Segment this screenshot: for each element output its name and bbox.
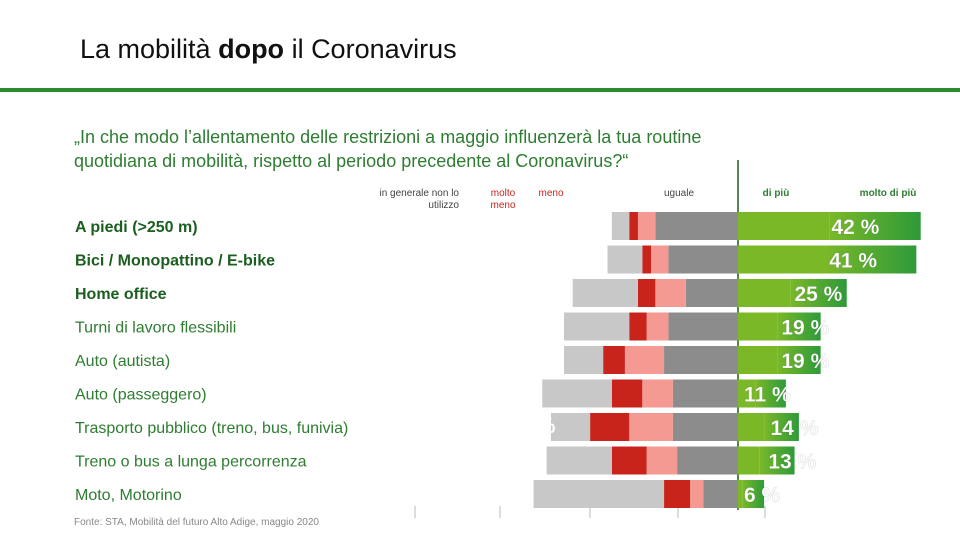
bar-molto_di_piu-4	[777, 346, 821, 374]
bar-meno-7	[646, 446, 678, 475]
legend-label-molto_meno-0: molto	[491, 188, 516, 199]
data-label-5: 11 %	[744, 384, 791, 407]
data-label-1: 41 %	[829, 250, 877, 273]
bar-di_piu-5	[738, 379, 756, 408]
bar-non_utilizzo-4	[564, 346, 604, 374]
bar-molto_di_piu-1	[825, 245, 917, 274]
category-label-2: Home office	[75, 286, 167, 303]
question-line-2: quotidiana di mobilità, rispetto al peri…	[74, 151, 629, 171]
data-label-3: 19 %	[781, 317, 829, 340]
data-label-6: 14 %	[771, 417, 819, 440]
bar-molto_di_piu-7	[759, 446, 795, 475]
data-label-7: 13 %	[768, 451, 816, 474]
bar-meno-5	[642, 379, 673, 408]
bar-uguale-0	[655, 212, 738, 240]
bar-di_piu-7	[738, 446, 760, 475]
bar-molto_meno-2	[637, 279, 656, 307]
category-label-8: Moto, Motorino	[75, 487, 182, 504]
category-label-4: Auto (autista)	[75, 353, 170, 370]
bar-di_piu-3	[738, 312, 778, 341]
bar-uguale-5	[672, 379, 738, 408]
bar-molto_di_piu-8	[742, 480, 765, 508]
legend-label-non_utilizzo-1: utilizzo	[428, 200, 459, 211]
bar-di_piu-0	[738, 212, 830, 240]
legend-label-meno-0: meno	[538, 188, 563, 199]
bar-non_utilizzo-0	[611, 212, 630, 240]
bar-molto_meno-4	[603, 346, 625, 374]
data-label-0: 42 %	[831, 216, 879, 239]
data-label-2: 25 %	[794, 283, 842, 306]
category-label-0: A piedi (>250 m)	[75, 219, 198, 236]
category-label-7: Treno o bus a lunga percorrenza	[75, 454, 307, 471]
bar-uguale-1	[668, 245, 738, 274]
category-label-3: Turni di lavoro flessibili	[75, 320, 236, 337]
legend-label-molto_di_piu-0: molto di più	[860, 188, 917, 199]
bar-meno-8	[690, 480, 704, 508]
bar-meno-2	[655, 279, 686, 307]
bar-meno-1	[651, 245, 669, 274]
bar-molto_meno-7	[611, 446, 647, 475]
bar-molto_di_piu-2	[790, 279, 847, 307]
bar-meno-4	[624, 346, 665, 374]
bar-uguale-6	[672, 413, 738, 441]
bar-di_piu-8	[738, 480, 743, 508]
bar-non_utilizzo-8	[533, 480, 665, 508]
title-post: il Coronavirus	[284, 34, 457, 64]
bar-molto_meno-6	[590, 413, 630, 441]
bar-molto_meno-3	[629, 312, 647, 341]
source-note: Fonte: STA, Mobilità del futuro Alto Adi…	[74, 517, 319, 528]
bar-molto_di_piu-6	[764, 413, 799, 441]
bar-uguale-4	[664, 346, 738, 374]
bar-non_utilizzo-2	[572, 279, 638, 307]
survey-question: „In che modo l’allentamento delle restri…	[74, 125, 814, 173]
bar-molto_meno-1	[642, 245, 651, 274]
slide-title: La mobilità dopo il Coronavirus	[80, 34, 457, 65]
bar-non_utilizzo-5	[542, 379, 612, 408]
bar-uguale-7	[677, 446, 738, 475]
bar-di_piu-1	[738, 245, 825, 274]
bar-non_utilizzo-6	[550, 413, 591, 441]
bar-meno-0	[637, 212, 656, 240]
category-label-6: Trasporto pubblico (treno, bus, funivia)	[75, 420, 348, 437]
question-line-1: „In che modo l’allentamento delle restri…	[74, 127, 702, 147]
annotation-label-0: -36 %	[501, 415, 556, 438]
title-pre: La mobilità	[80, 34, 219, 64]
legend-label-di_piu-0: di più	[763, 188, 790, 199]
legend-label-uguale-0: uguale	[664, 188, 694, 199]
bar-uguale-2	[685, 279, 738, 307]
bar-non_utilizzo-1	[607, 245, 643, 274]
bar-molto_meno-8	[664, 480, 691, 508]
bar-molto_meno-0	[629, 212, 638, 240]
bar-non_utilizzo-7	[546, 446, 612, 475]
bar-meno-3	[646, 312, 669, 341]
category-label-5: Auto (passeggero)	[75, 387, 207, 404]
bar-di_piu-2	[738, 279, 791, 307]
bar-molto_meno-5	[611, 379, 643, 408]
bar-molto_di_piu-5	[755, 379, 786, 408]
bar-meno-6	[629, 413, 673, 441]
data-label-8: 6 %	[744, 484, 781, 507]
title-bold: dopo	[218, 34, 285, 64]
bar-uguale-8	[703, 480, 738, 508]
bar-uguale-3	[668, 312, 738, 341]
legend-label-molto_meno-1: meno	[490, 200, 515, 211]
bar-molto_di_piu-0	[829, 212, 921, 240]
bar-molto_di_piu-3	[777, 312, 821, 341]
bar-di_piu-4	[738, 346, 778, 374]
category-label-1: Bici / Monopattino / E-bike	[75, 253, 275, 270]
title-divider	[0, 88, 960, 92]
bar-di_piu-6	[738, 413, 765, 441]
data-label-4: 19 %	[781, 350, 829, 373]
bar-non_utilizzo-3	[564, 312, 630, 341]
legend-label-non_utilizzo-0: in generale non lo	[379, 188, 459, 199]
